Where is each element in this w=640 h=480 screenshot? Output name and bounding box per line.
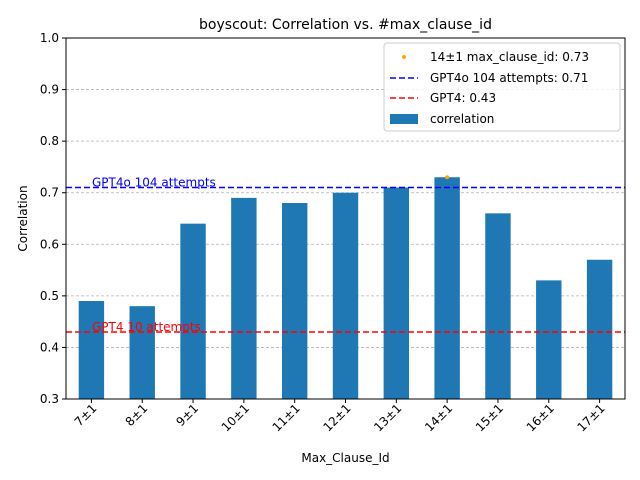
bars [78,177,613,399]
x-tick-label: 14±1 [422,401,455,434]
x-axis: 7±1 8±1 9±1 10±1 11±1 12±1 13±1 14±1 15±1 16±1 17±… [72,399,608,434]
legend: 14±1 max_clause_id: 0.73 GPT4o 104 attemp… [383,42,621,132]
legend-marker-highlight [402,55,406,59]
legend-label: GPT4o 104 attempts: 0.71 [430,71,588,85]
y-axis-label: Correlation [16,185,30,251]
legend-label: GPT4: 0.43 [430,91,496,105]
bar [129,306,155,399]
bar [180,223,206,399]
x-tick-label: 13±1 [371,401,404,434]
bar [231,197,257,399]
bar [536,280,562,399]
bar [332,192,359,399]
y-tick-label: 0.7 [40,186,59,200]
reference-lines: GPT4o 104 attempts GPT4 10 attempts [66,176,625,334]
legend-label: correlation [430,112,494,126]
bar [485,213,511,399]
reference-annotation: GPT4o 104 attempts [92,176,216,190]
y-axis: 0.3 0.4 0.5 0.6 0.7 0.8 0.9 1.0 [40,31,66,406]
bar [434,177,460,399]
reference-annotation: GPT4 10 attempts [92,320,201,334]
x-tick-label: 16±1 [524,401,557,434]
x-tick-label: 15±1 [473,401,506,434]
x-tick-label: 7±1 [72,401,100,429]
highlight-marker [445,175,450,180]
highlight-point [445,175,450,180]
legend-label: 14±1 max_clause_id: 0.73 [430,50,589,64]
bar [383,187,410,399]
bar [281,203,308,399]
x-axis-label: Max_Clause_Id [301,451,389,465]
x-tick-label: 12±1 [320,401,353,434]
y-tick-label: 0.8 [40,134,59,148]
x-tick-label: 8±1 [123,401,151,429]
y-tick-label: 0.5 [40,289,59,303]
legend-frame [383,42,621,132]
x-tick-label: 10±1 [219,401,252,434]
chart-title: boyscout: Correlation vs. #max_clause_id [199,17,492,33]
x-tick-label: 17±1 [575,401,608,434]
bar [78,301,105,399]
y-tick-label: 1.0 [40,31,59,45]
legend-marker-bar [390,114,418,124]
y-tick-label: 0.6 [40,237,59,251]
y-tick-label: 0.9 [40,83,59,97]
y-tick-label: 0.4 [40,340,59,354]
bar [586,259,613,399]
x-tick-label: 9±1 [173,401,201,429]
y-tick-label: 0.3 [40,392,59,406]
x-tick-label: 11±1 [270,401,303,434]
